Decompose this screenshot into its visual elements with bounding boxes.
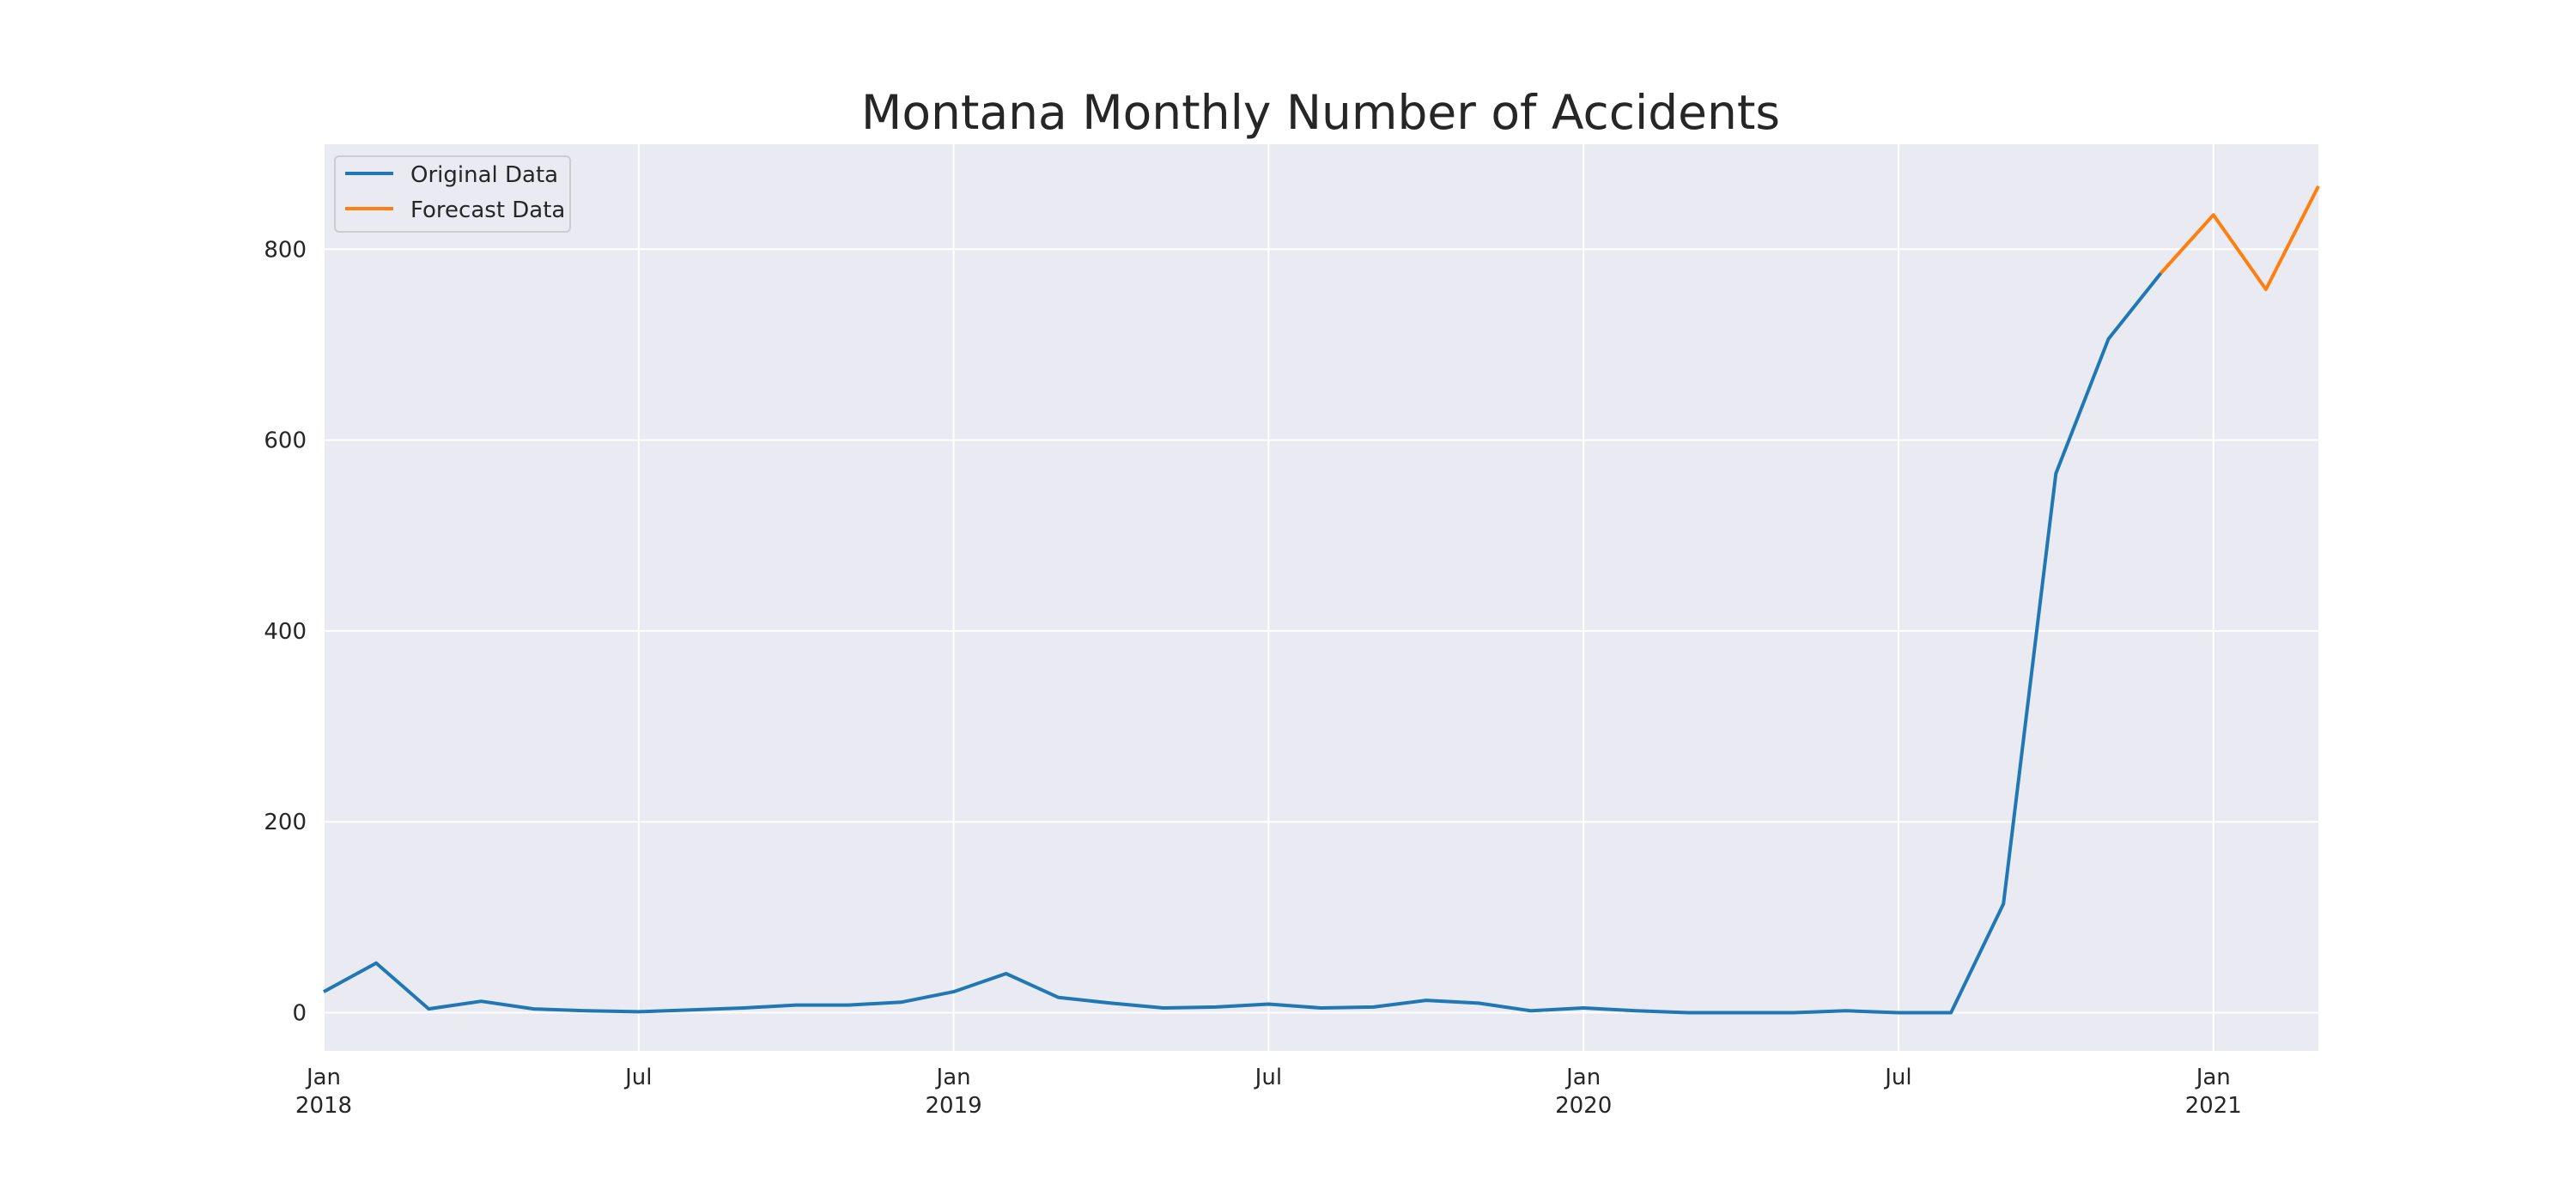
series-line-forecast-data (2160, 185, 2320, 291)
axis-labels: 0 200 400 600 800 Jan 2018 Jul Jan 2019 Jul Jan 2020… (264, 237, 2241, 1119)
x-tick-label: Jan (935, 1065, 971, 1090)
legend-label-forecast-data: Forecast Data (410, 197, 565, 223)
x-tick-label: Jan (305, 1065, 341, 1090)
x-tick-year-label: 2021 (2185, 1093, 2242, 1119)
y-tick-label: 0 (292, 1001, 307, 1027)
x-tick-label: Jul (1883, 1065, 1911, 1090)
x-tick-label: Jul (1254, 1065, 1282, 1090)
series-layer (323, 185, 2320, 1015)
x-tick-year-label: 2020 (1555, 1093, 1612, 1119)
y-tick-label: 400 (264, 619, 307, 645)
y-tick-label: 600 (264, 428, 307, 454)
plot-area (324, 144, 2318, 1051)
legend-label-original-data: Original Data (410, 162, 558, 188)
series-line-original-data (323, 271, 2163, 1015)
chart-title: Montana Monthly Number of Accidents (861, 85, 1780, 140)
y-tick-label: 800 (264, 237, 307, 263)
x-tick-label: Jan (1564, 1065, 1601, 1090)
y-tick-label: 200 (264, 810, 307, 835)
x-tick-label: Jul (623, 1065, 652, 1090)
grid-lines (323, 144, 2318, 1051)
x-tick-year-label: 2019 (925, 1093, 981, 1119)
legend-box (334, 155, 571, 233)
x-tick-year-label: 2018 (295, 1093, 352, 1119)
x-tick-label: Jan (2195, 1065, 2231, 1090)
legend: Original Data Forecast Data (334, 155, 571, 233)
